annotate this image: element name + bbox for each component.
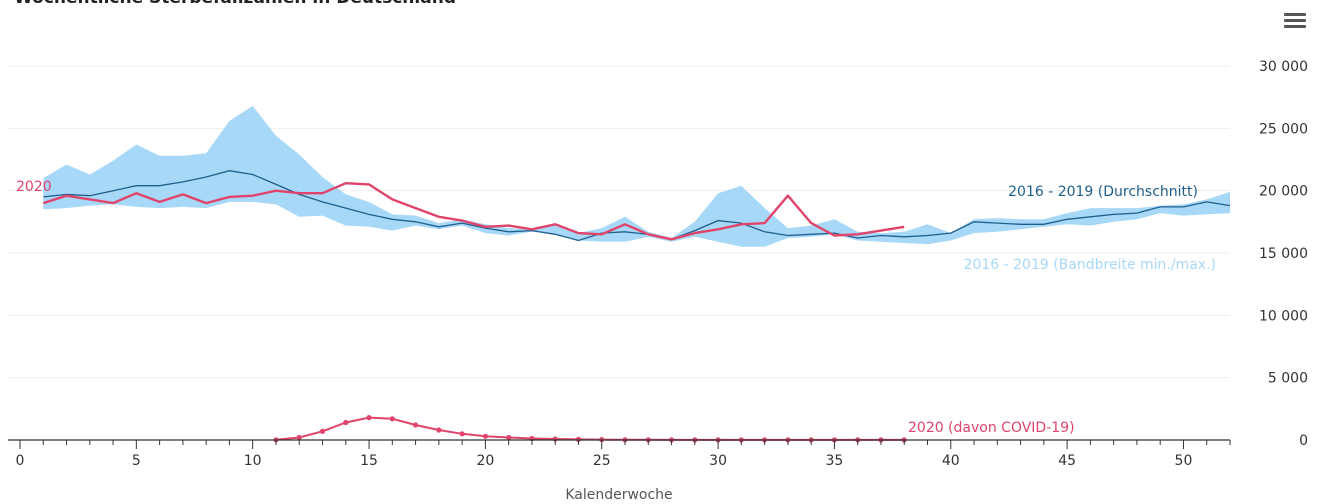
x-tick-label: 10 xyxy=(244,453,262,469)
line-layer xyxy=(42,170,1231,443)
series-label-band: 2016 - 2019 (Bandbreite min./max.) xyxy=(964,257,1216,273)
covid-point xyxy=(343,419,349,426)
y-tick-label: 10 000 xyxy=(1259,308,1308,324)
x-tick-label: 25 xyxy=(593,453,611,469)
chart-title: Wöchentliche Sterbefallzahlen in Deutsch… xyxy=(14,0,456,8)
y-tick-label: 20 000 xyxy=(1259,184,1308,200)
series-line-2020 xyxy=(42,181,905,241)
x-tick-label: 0 xyxy=(16,453,25,469)
y-tick-label: 15 000 xyxy=(1259,246,1308,262)
menu-icon-bar xyxy=(1284,13,1306,16)
axis-layer: 0 5 000 10 000 15 000 20 000 25 000 30 000 0 5 10… xyxy=(8,59,1308,469)
menu-icon-bar xyxy=(1284,25,1306,28)
x-tick-label: 20 xyxy=(476,453,494,469)
series-label-covid: 2020 (davon COVID-19) xyxy=(908,420,1075,436)
x-tick-label: 50 xyxy=(1175,453,1193,469)
x-tick-label: 35 xyxy=(826,453,844,469)
x-tick-label: 45 xyxy=(1058,453,1076,469)
x-tick-label: 5 xyxy=(132,453,141,469)
covid-point xyxy=(436,427,442,433)
label-layer: Kalenderwoche 2020 2016 - 2019 (Durchsch… xyxy=(16,179,1216,503)
covid-point xyxy=(413,422,419,428)
x-tick-label: 30 xyxy=(709,453,727,469)
covid-point xyxy=(296,434,302,441)
chart-menu-button[interactable] xyxy=(1282,10,1308,32)
y-tick-label: 30 000 xyxy=(1259,59,1308,75)
menu-icon-bar xyxy=(1284,19,1306,22)
band-layer xyxy=(43,105,1230,247)
y-tick-label: 0 xyxy=(1299,433,1308,449)
covid-point xyxy=(482,433,488,439)
x-axis-title: Kalenderwoche xyxy=(565,487,672,503)
y-tick-label: 5 000 xyxy=(1268,371,1308,387)
series-label-average: 2016 - 2019 (Durchschnitt) xyxy=(1008,184,1198,200)
y-tick-label: 25 000 xyxy=(1259,121,1308,137)
covid-point xyxy=(389,416,395,422)
series-line-covid xyxy=(275,416,905,441)
covid-point xyxy=(319,428,326,434)
series-band-min-max xyxy=(43,105,1230,247)
x-tick-label: 15 xyxy=(360,453,378,469)
covid-point xyxy=(366,415,372,421)
covid-point xyxy=(506,434,512,441)
covid-point xyxy=(459,431,465,437)
series-label-2020: 2020 xyxy=(16,179,52,195)
series-line-average xyxy=(43,170,1231,242)
x-tick-label: 40 xyxy=(942,453,960,469)
